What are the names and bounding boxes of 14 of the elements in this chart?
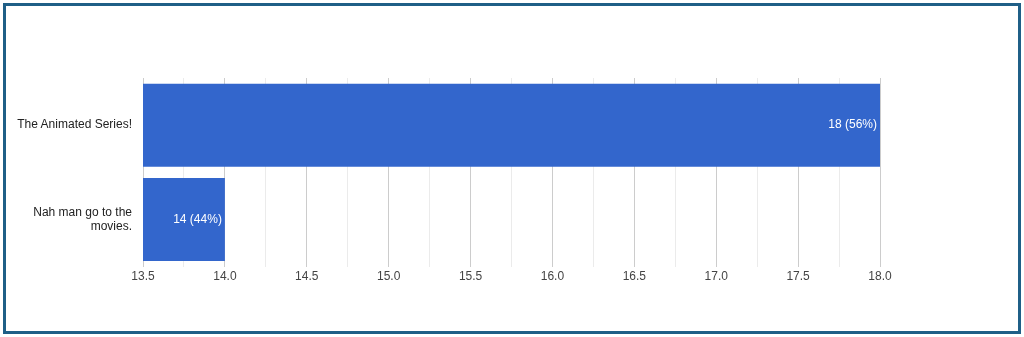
x-tick-label: 18.0 (868, 269, 892, 284)
data-label: 18 (56%) (828, 117, 877, 132)
x-tick-label: 15.0 (376, 269, 401, 284)
y-tick-label: Nah man go to the movies. (33, 204, 133, 233)
x-tick-label: 14.5 (295, 269, 319, 284)
x-tick-label: 14.0 (213, 269, 237, 284)
data-label: 14 (44%) (173, 211, 222, 226)
x-tick-label: 13.5 (131, 269, 155, 284)
x-tick-label: 17.0 (704, 269, 729, 284)
x-tick-label: 16.0 (540, 269, 565, 284)
y-tick-label: The Animated Series! (17, 117, 132, 132)
x-tick-label: 16.5 (622, 269, 647, 284)
x-tick-label: 15.5 (458, 269, 483, 284)
x-tick-label: 17.5 (786, 269, 811, 284)
